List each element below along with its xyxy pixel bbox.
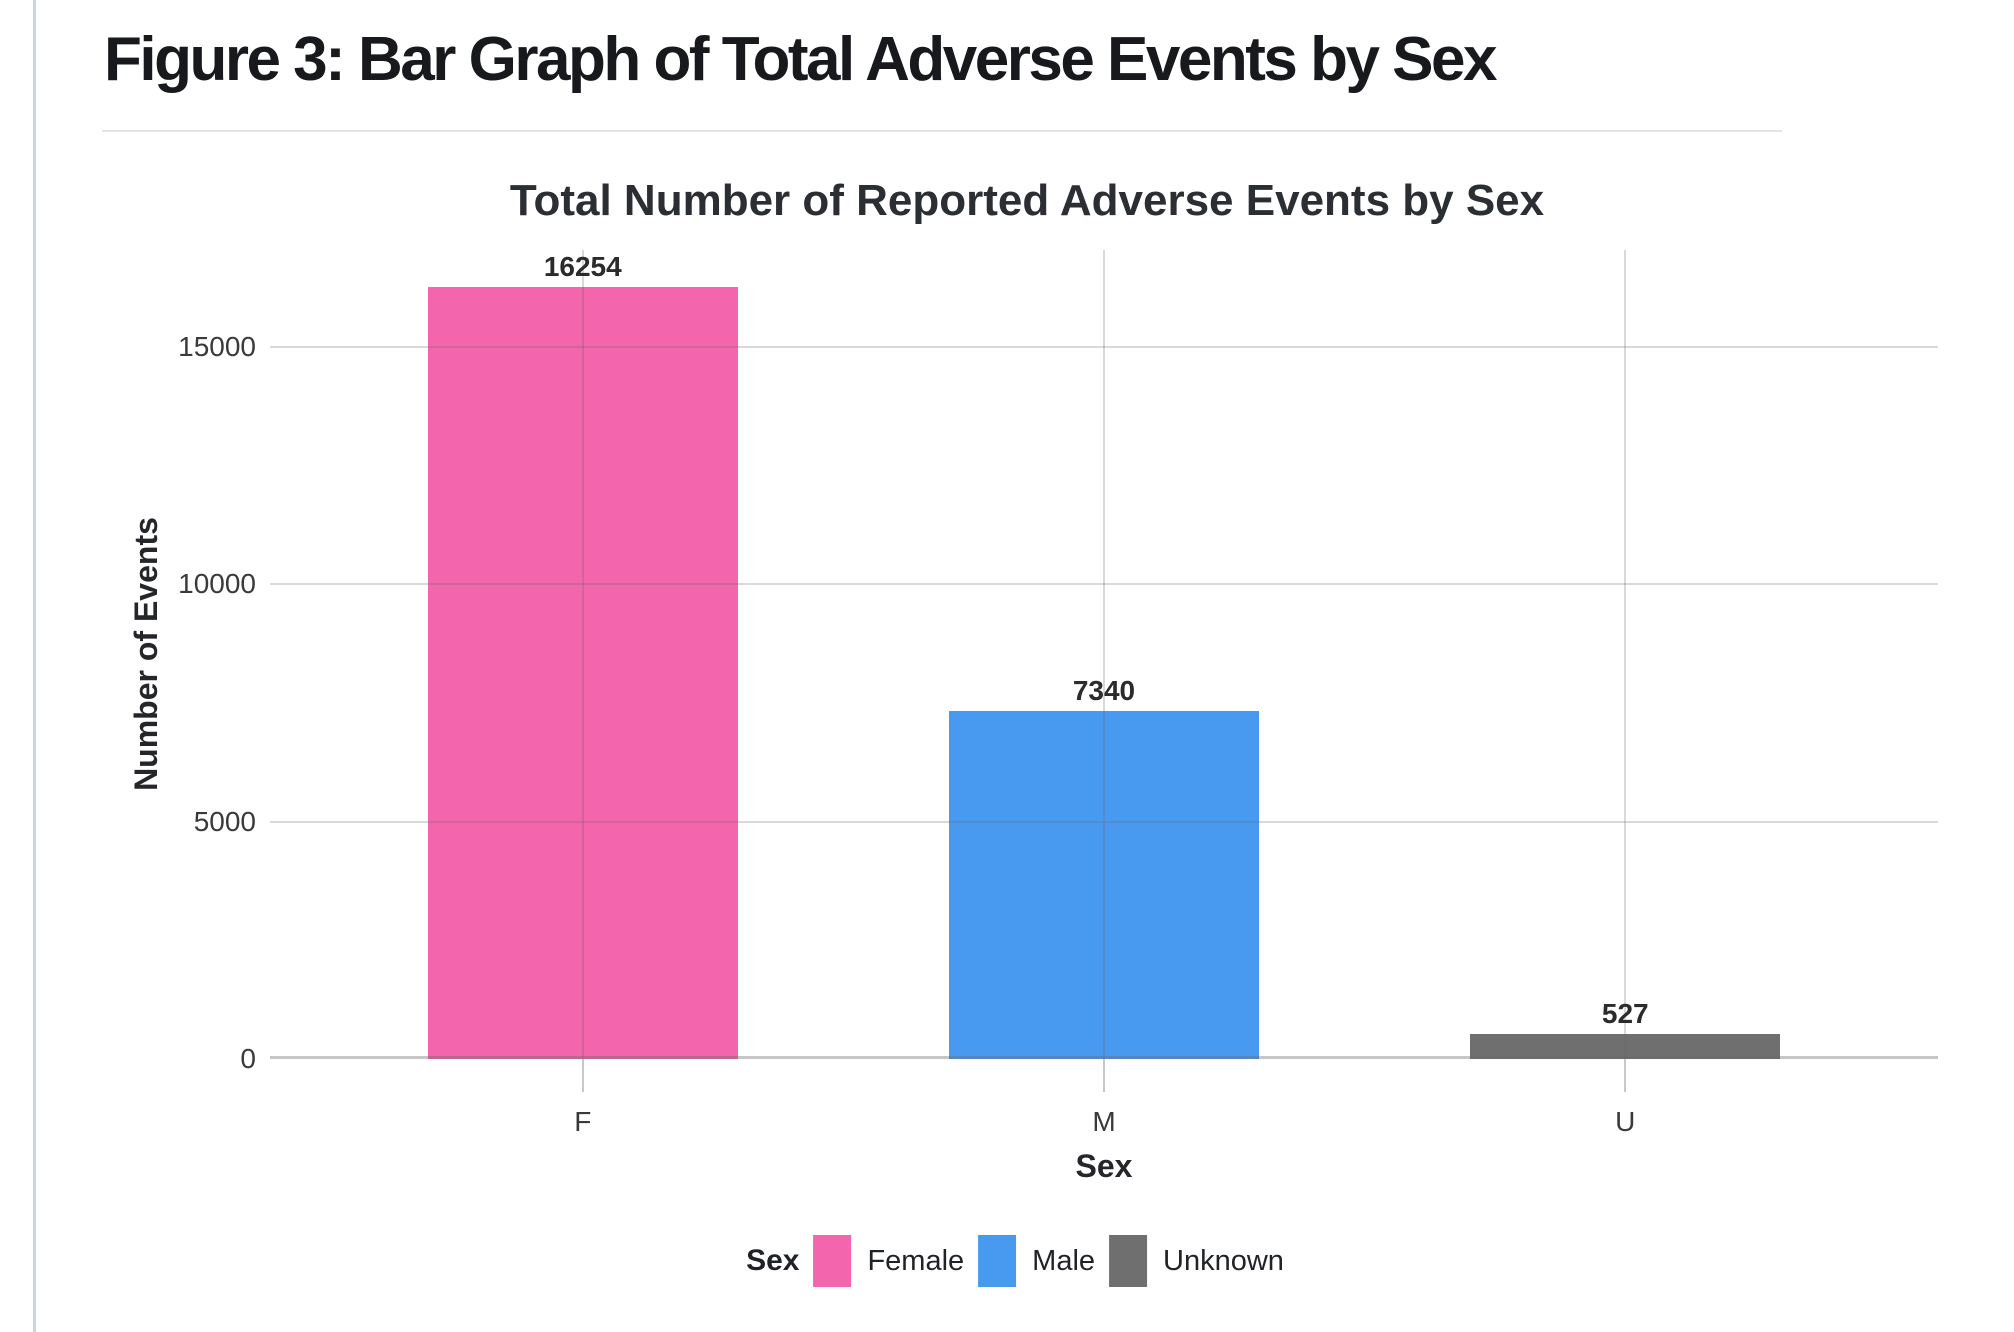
legend-label-male: Male — [1032, 1244, 1096, 1277]
legend-swatch-female — [813, 1235, 852, 1287]
title-divider — [102, 130, 1782, 132]
bar-value-label-u: 527 — [1601, 997, 1649, 1029]
y-tick-label-0: 0 — [240, 1043, 256, 1074]
horizontal-gridline-10000 — [270, 583, 1938, 586]
legend-swatch-unknown — [1109, 1235, 1148, 1287]
y-tick-label-15000: 15000 — [178, 330, 256, 362]
bar-f[interactable] — [427, 287, 738, 1059]
horizontal-gridline-15000 — [270, 345, 1938, 348]
x-tick-label-m: M — [1092, 1106, 1116, 1137]
legend-swatch-male — [978, 1235, 1017, 1287]
bar-m[interactable] — [949, 710, 1259, 1059]
legend: Sex Female Male Unknown — [746, 1235, 1284, 1287]
y-tick-label-5000: 5000 — [193, 805, 256, 837]
x-axis-baseline — [270, 1056, 1938, 1059]
x-tick-f — [581, 1059, 584, 1092]
legend-item-unknown[interactable]: Unknown — [1109, 1235, 1284, 1287]
legend-item-female[interactable]: Female — [813, 1235, 964, 1287]
bar-u[interactable] — [1470, 1033, 1781, 1059]
figure-title: Figure 3: Bar Graph of Total Adverse Eve… — [104, 25, 1497, 94]
bar-value-label-f: 16254 — [543, 251, 622, 283]
y-tick-label-10000: 10000 — [178, 568, 256, 600]
x-axis-title: Sex — [1075, 1148, 1133, 1184]
chart-title: Total Number of Reported Adverse Events … — [509, 176, 1545, 225]
x-tick-label-f: F — [574, 1106, 592, 1137]
x-tick-label-u: U — [1615, 1106, 1636, 1137]
bar-value-label-m: 7340 — [1072, 674, 1136, 706]
legend-label-unknown: Unknown — [1163, 1244, 1284, 1277]
horizontal-gridline-5000 — [270, 820, 1938, 823]
vertical-gridline-u — [1624, 250, 1627, 1059]
x-tick-u — [1624, 1059, 1627, 1092]
vertical-gridline-f — [581, 250, 584, 1059]
legend-title: Sex — [746, 1244, 800, 1277]
legend-item-male[interactable]: Male — [978, 1235, 1095, 1287]
page-left-border — [33, 0, 36, 1332]
x-tick-m — [1103, 1059, 1105, 1092]
legend-label-female: Female — [867, 1244, 965, 1277]
y-axis-title: Number of Events — [128, 517, 164, 791]
plot-panel — [270, 250, 1938, 1059]
vertical-gridline-m — [1103, 250, 1105, 1059]
